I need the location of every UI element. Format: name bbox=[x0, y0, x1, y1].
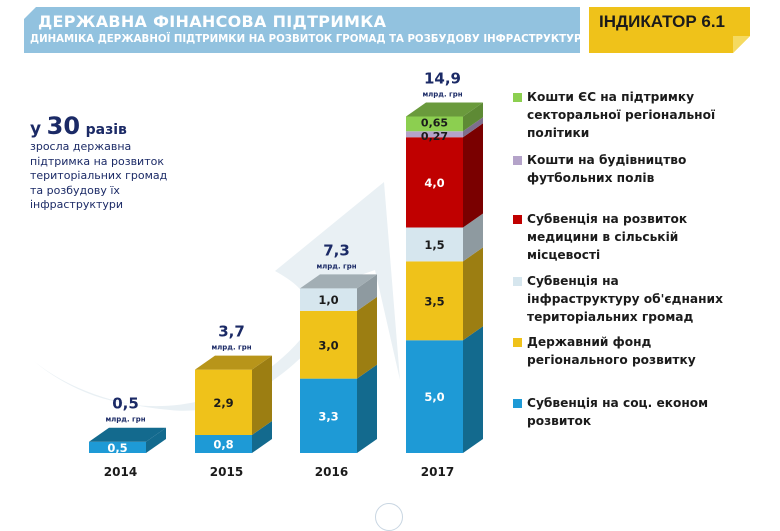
legend-label: Субвенція на соц. економ розвиток bbox=[527, 396, 709, 428]
legend-swatch bbox=[513, 399, 522, 408]
bar-segment bbox=[406, 137, 463, 228]
bar-segment-side bbox=[146, 427, 166, 453]
bar-unit-label: млрд. грн bbox=[211, 344, 251, 352]
indicator-label: ІНДИКАТОР 6.1 bbox=[599, 12, 726, 31]
bar-segment-side bbox=[463, 213, 483, 262]
x-axis-tick-label: 2014 bbox=[104, 465, 137, 479]
bar-segment bbox=[406, 261, 463, 341]
bars-group bbox=[89, 102, 483, 453]
bar-unit-label: млрд. грн bbox=[422, 91, 462, 99]
bar-segment bbox=[195, 369, 252, 435]
growth-description: зросла державна підтримка на розвиток те… bbox=[30, 140, 168, 212]
growth-headline: у 30 разів bbox=[30, 112, 127, 140]
bar-segment bbox=[406, 116, 463, 132]
page-subtitle: ДИНАМІКА ДЕРЖАВНОЇ ПІДТРИМКИ НА РОЗВИТОК… bbox=[30, 34, 590, 45]
bar-top-face bbox=[89, 427, 166, 442]
indicator-badge bbox=[589, 7, 750, 53]
bar-segment-side bbox=[463, 117, 483, 138]
bar-unit-label: млрд. грн bbox=[316, 262, 356, 270]
legend-label: Субвенція на інфраструктуру об'єднаних тер… bbox=[527, 274, 723, 324]
bar-value-label: 1,5 bbox=[424, 238, 444, 252]
bar-value-label: 5,0 bbox=[424, 390, 444, 404]
bar-segment-side bbox=[357, 364, 377, 453]
bar-segment-side bbox=[463, 102, 483, 132]
bar-unit-label: млрд. грн bbox=[105, 416, 145, 424]
bar-value-label: 3,5 bbox=[424, 294, 444, 308]
legend-swatch bbox=[513, 215, 522, 224]
legend-swatch bbox=[513, 277, 522, 286]
bar-total-label: 0,5 bbox=[112, 395, 139, 413]
header-corner-cut bbox=[24, 7, 36, 19]
stacked-bar-chart: 0,5 0,5 млрд. грн 2014 0,8 2,9 3,7 млрд. грн 201… bbox=[28, 70, 483, 479]
indicator-fold bbox=[733, 36, 750, 53]
legend-swatch bbox=[513, 338, 522, 347]
bar-total-label: 3,7 bbox=[218, 323, 245, 341]
bar-value-label: 1,0 bbox=[318, 293, 338, 307]
bar-segment bbox=[300, 310, 357, 379]
header-banner bbox=[24, 7, 580, 53]
bar-value-label: 3,0 bbox=[318, 338, 338, 352]
bar-segment bbox=[89, 441, 146, 453]
bar-segment-side bbox=[252, 420, 272, 453]
legend-label: Державний фонд регіонального розвитку bbox=[527, 335, 696, 367]
bar-value-label: 2,9 bbox=[213, 396, 233, 410]
bar-segment-side bbox=[357, 274, 377, 311]
page-indicator-circle bbox=[375, 503, 403, 531]
bar-segment bbox=[406, 227, 463, 262]
bar-segment-side bbox=[357, 296, 377, 379]
legend-swatch bbox=[513, 93, 522, 102]
bar-segment bbox=[406, 131, 463, 138]
bar-segment bbox=[195, 434, 252, 453]
bar-segment bbox=[406, 340, 463, 453]
legend-label: Кошти ЄС на підтримку секторальної регіон… bbox=[527, 90, 716, 140]
x-axis-tick-label: 2015 bbox=[210, 465, 243, 479]
bar-segment-side bbox=[252, 355, 272, 435]
bar-value-label: 0,5 bbox=[107, 441, 127, 455]
bar-value-label: 4,0 bbox=[424, 176, 444, 190]
bar-value-label: 0,8 bbox=[213, 437, 233, 451]
legend-swatch bbox=[513, 156, 522, 165]
bar-segment bbox=[300, 288, 357, 311]
growth-prefix: у bbox=[30, 119, 42, 139]
x-axis-tick-label: 2016 bbox=[315, 465, 348, 479]
x-axis-tick-label: 2017 bbox=[421, 465, 454, 479]
bar-top-face bbox=[300, 274, 377, 289]
bar-total-label: 14,9 bbox=[424, 70, 461, 88]
bar-top-face bbox=[195, 355, 272, 370]
bar-total-label: 7,3 bbox=[323, 241, 350, 259]
legend-label: Кошти на будівництво футбольних полів bbox=[527, 153, 687, 185]
growth-suffix: разів bbox=[85, 122, 127, 138]
bar-segment-side bbox=[463, 326, 483, 453]
page-title: ДЕРЖАВНА ФІНАНСОВА ПІДТРИМКА bbox=[38, 12, 387, 31]
bar-segment-side bbox=[463, 123, 483, 228]
bar-segment-side bbox=[463, 247, 483, 341]
growth-number: 30 bbox=[46, 112, 81, 140]
bar-top-face bbox=[406, 102, 483, 117]
labels-group: 0,5 0,5 млрд. грн 2014 0,8 2,9 3,7 млрд. грн 201… bbox=[104, 70, 463, 479]
bar-value-label: 0,65 bbox=[421, 117, 448, 130]
bar-value-label: 0,27 bbox=[421, 130, 448, 143]
bar-segment bbox=[300, 378, 357, 453]
bar-value-label: 3,3 bbox=[318, 409, 338, 423]
legend-label: Субвенція на розвиток медицини в сільські… bbox=[527, 212, 688, 262]
